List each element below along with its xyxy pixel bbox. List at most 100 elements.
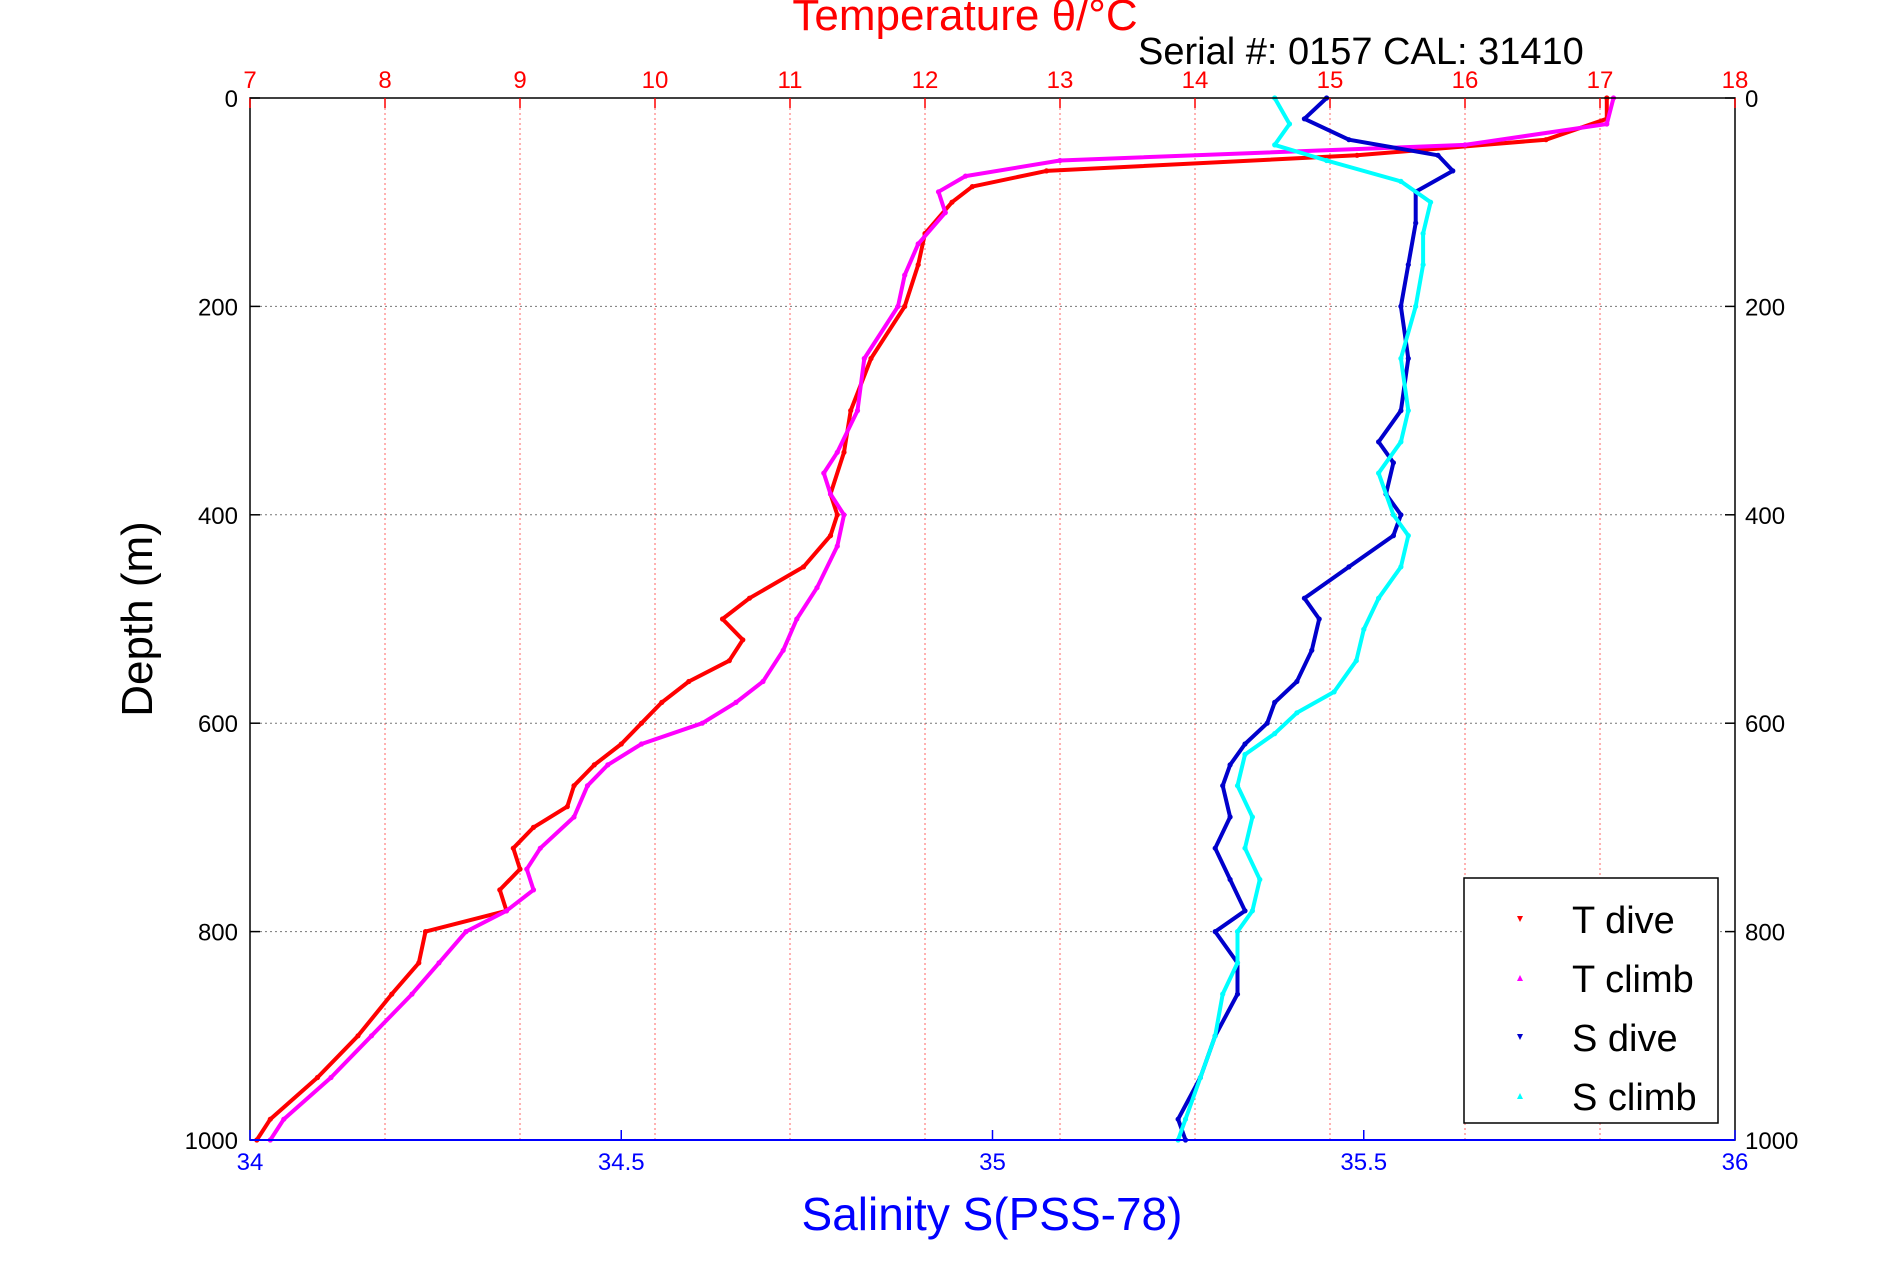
data-point bbox=[659, 699, 665, 706]
data-point bbox=[1354, 152, 1360, 158]
data-point bbox=[1227, 876, 1233, 883]
data-point bbox=[1413, 220, 1419, 226]
data-point bbox=[618, 741, 624, 747]
top-tick-label: 8 bbox=[378, 67, 391, 94]
top-tick-label: 11 bbox=[778, 67, 803, 94]
data-point bbox=[1346, 137, 1352, 143]
bottom-tick-label: 35.5 bbox=[1340, 1149, 1387, 1176]
top-tick-label: 18 bbox=[1722, 67, 1749, 94]
left-tick-label: 600 bbox=[198, 711, 238, 738]
data-point bbox=[422, 929, 429, 935]
top-tick-label: 14 bbox=[1182, 67, 1209, 94]
right-tick-label: 600 bbox=[1745, 711, 1785, 738]
data-point bbox=[1398, 178, 1404, 184]
data-point bbox=[1212, 1033, 1218, 1039]
data-point bbox=[1286, 121, 1293, 127]
data-point bbox=[1057, 157, 1063, 164]
data-point bbox=[1435, 152, 1441, 158]
data-point bbox=[1264, 720, 1270, 726]
data-point bbox=[1234, 783, 1241, 789]
data-point bbox=[834, 512, 840, 518]
data-point bbox=[1405, 533, 1411, 539]
legend-label: T dive bbox=[1572, 900, 1675, 942]
data-point bbox=[726, 658, 732, 664]
data-point bbox=[740, 637, 746, 643]
data-point bbox=[1390, 512, 1396, 518]
data-point bbox=[584, 783, 591, 789]
bottom-tick-label: 36 bbox=[1722, 1149, 1749, 1176]
data-point bbox=[915, 262, 921, 268]
serial-annotation: Serial #: 0157 CAL: 31410 bbox=[1138, 31, 1584, 73]
data-point bbox=[699, 720, 705, 726]
data-point bbox=[1234, 929, 1241, 935]
data-point bbox=[1405, 262, 1411, 268]
data-point bbox=[1390, 533, 1396, 539]
data-point bbox=[854, 408, 861, 414]
legend-label: S climb bbox=[1572, 1077, 1697, 1119]
data-point bbox=[1413, 303, 1419, 309]
bottom-tick-label: 34 bbox=[237, 1149, 264, 1176]
data-point bbox=[605, 762, 611, 768]
top-tick-label: 16 bbox=[1452, 67, 1479, 94]
data-point bbox=[1175, 1116, 1181, 1122]
data-point bbox=[1212, 845, 1218, 851]
data-point bbox=[1398, 408, 1404, 414]
legend-box bbox=[1463, 877, 1719, 1124]
data-point bbox=[719, 616, 726, 622]
data-point bbox=[1361, 626, 1367, 633]
data-point bbox=[1398, 564, 1404, 570]
data-point bbox=[780, 647, 786, 653]
legend-label: S dive bbox=[1572, 1018, 1678, 1060]
data-point bbox=[1272, 142, 1278, 148]
top-tick-label: 12 bbox=[912, 67, 939, 94]
data-point bbox=[760, 678, 766, 685]
left-tick-label: 1000 bbox=[185, 1128, 238, 1155]
data-point bbox=[328, 1074, 334, 1081]
data-point bbox=[1272, 699, 1278, 706]
top-tick-label: 7 bbox=[243, 67, 256, 94]
legend-label: T climb bbox=[1572, 959, 1694, 1001]
data-point bbox=[834, 449, 840, 455]
top-tick-label: 15 bbox=[1317, 67, 1344, 94]
chart-title: Temperature θ/°C bbox=[792, 0, 1137, 40]
data-point bbox=[1450, 168, 1456, 174]
data-point bbox=[1462, 142, 1468, 148]
data-point bbox=[1257, 876, 1263, 883]
top-tick-label: 13 bbox=[1047, 67, 1074, 94]
data-point bbox=[1212, 929, 1218, 935]
data-point bbox=[1242, 908, 1248, 914]
data-point bbox=[524, 866, 530, 872]
data-point bbox=[497, 887, 503, 893]
data-point bbox=[1242, 845, 1248, 851]
data-point bbox=[841, 449, 847, 455]
data-point bbox=[537, 845, 543, 851]
top-tick-label: 10 bbox=[642, 67, 669, 94]
data-point bbox=[1249, 908, 1255, 914]
legend-marker bbox=[1517, 975, 1523, 981]
left-tick-label: 200 bbox=[198, 294, 238, 321]
data-point bbox=[1420, 262, 1426, 268]
data-point bbox=[1398, 303, 1404, 309]
data-point bbox=[409, 991, 415, 997]
data-point bbox=[1353, 658, 1359, 664]
right-tick-label: 0 bbox=[1745, 86, 1758, 113]
data-point bbox=[1234, 991, 1241, 997]
data-point bbox=[841, 512, 847, 518]
data-point bbox=[281, 1116, 287, 1122]
top-tick-label: 17 bbox=[1587, 67, 1614, 94]
right-tick-label: 1000 bbox=[1745, 1128, 1798, 1155]
data-point bbox=[942, 210, 948, 216]
data-point bbox=[827, 491, 834, 497]
data-point bbox=[1182, 1116, 1189, 1122]
bottom-tick-label: 35 bbox=[979, 1149, 1006, 1176]
data-point bbox=[895, 303, 901, 309]
data-point bbox=[746, 595, 753, 601]
data-point bbox=[1301, 595, 1307, 601]
data-point bbox=[962, 173, 969, 179]
data-point bbox=[827, 533, 834, 539]
data-point bbox=[571, 783, 577, 789]
data-point bbox=[314, 1074, 321, 1081]
data-point bbox=[1376, 595, 1382, 601]
